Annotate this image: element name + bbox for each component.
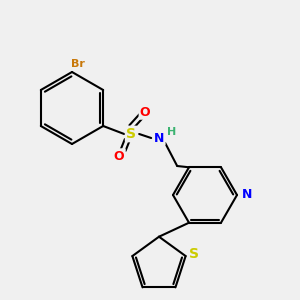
Text: O: O: [140, 106, 151, 118]
Text: N: N: [154, 131, 164, 145]
Text: S: S: [126, 127, 136, 141]
Text: Br: Br: [71, 59, 85, 69]
Text: H: H: [167, 127, 176, 137]
Text: S: S: [189, 247, 199, 261]
Text: N: N: [242, 188, 252, 202]
Text: O: O: [114, 149, 124, 163]
